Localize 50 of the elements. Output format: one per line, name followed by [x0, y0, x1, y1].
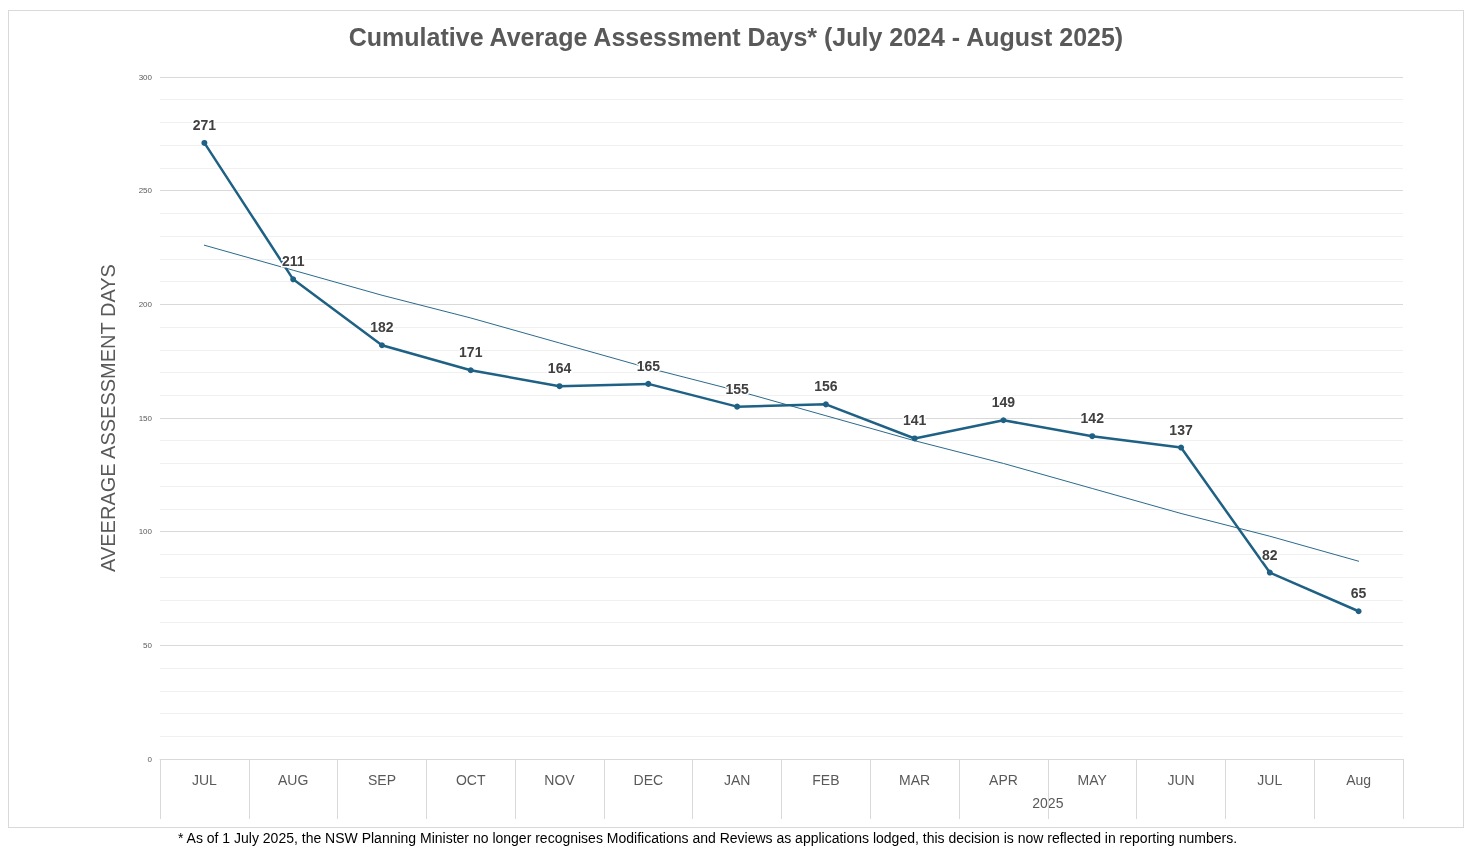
y-tick-label: 250	[138, 186, 153, 196]
point	[1266, 569, 1273, 576]
x-tick-label: APR	[989, 772, 1018, 788]
y-tick-label: 200	[138, 299, 153, 309]
x-tick-label: MAR	[899, 772, 931, 788]
point	[1355, 608, 1362, 615]
x-tick-label: JUL	[191, 772, 218, 788]
x-tick-label: JAN	[723, 772, 751, 788]
data-label: 82	[1262, 546, 1278, 563]
x-tick-label: JUN	[1167, 772, 1195, 788]
x-tick-label: Aug	[1346, 772, 1372, 788]
point	[734, 403, 741, 410]
point	[556, 383, 563, 390]
point	[467, 367, 474, 374]
point	[1089, 433, 1096, 440]
text: * As of 1 July 2025, the NSW Planning Minister no longer recognises Modifications and Reviews as applications lodged, this decision is now reflected in reporting numbers.	[178, 830, 1239, 847]
point	[1000, 417, 1007, 424]
data-label: 156	[814, 378, 838, 395]
y-tick-label: 100	[138, 527, 153, 537]
point	[201, 139, 208, 146]
data-label: 164	[547, 360, 572, 377]
point	[378, 342, 385, 349]
point	[822, 401, 829, 408]
data-label: 137	[1169, 421, 1193, 438]
data-label: 211	[281, 253, 305, 270]
data-label: 271	[192, 116, 217, 133]
point	[290, 276, 297, 283]
x-tick-label: FEB	[812, 772, 840, 788]
x-tick-label: AUG	[278, 772, 309, 788]
x-tick-label: JUL	[1257, 772, 1283, 788]
y-tick-label: 300	[138, 72, 153, 82]
x-tick-label: DEC	[633, 772, 664, 788]
x-tick-label: SEP	[367, 772, 396, 788]
y-tick-label: 50	[143, 640, 153, 650]
data-label: 142	[1080, 410, 1105, 427]
data-label: 171	[459, 344, 483, 361]
text: 2025	[1032, 795, 1064, 811]
x-tick-label: OCT	[455, 772, 486, 788]
data-label: 182	[370, 319, 394, 336]
x-tick-label: NOV	[544, 772, 576, 788]
data-label: 149	[991, 394, 1016, 411]
data-label: 65	[1350, 585, 1367, 602]
point	[645, 380, 652, 387]
x-tick-label: MAY	[1077, 772, 1108, 788]
data-label: 141	[903, 412, 927, 429]
y-tick-label: 150	[138, 413, 153, 423]
y-axis-title: AVEERAGE ASSESSMENT DAYS	[97, 264, 119, 572]
point	[1178, 444, 1185, 451]
y-tick-label: 0	[147, 754, 153, 764]
chart-title: Cumulative Average Assessment Days* (July 2024 - August 2025)	[348, 22, 1124, 51]
